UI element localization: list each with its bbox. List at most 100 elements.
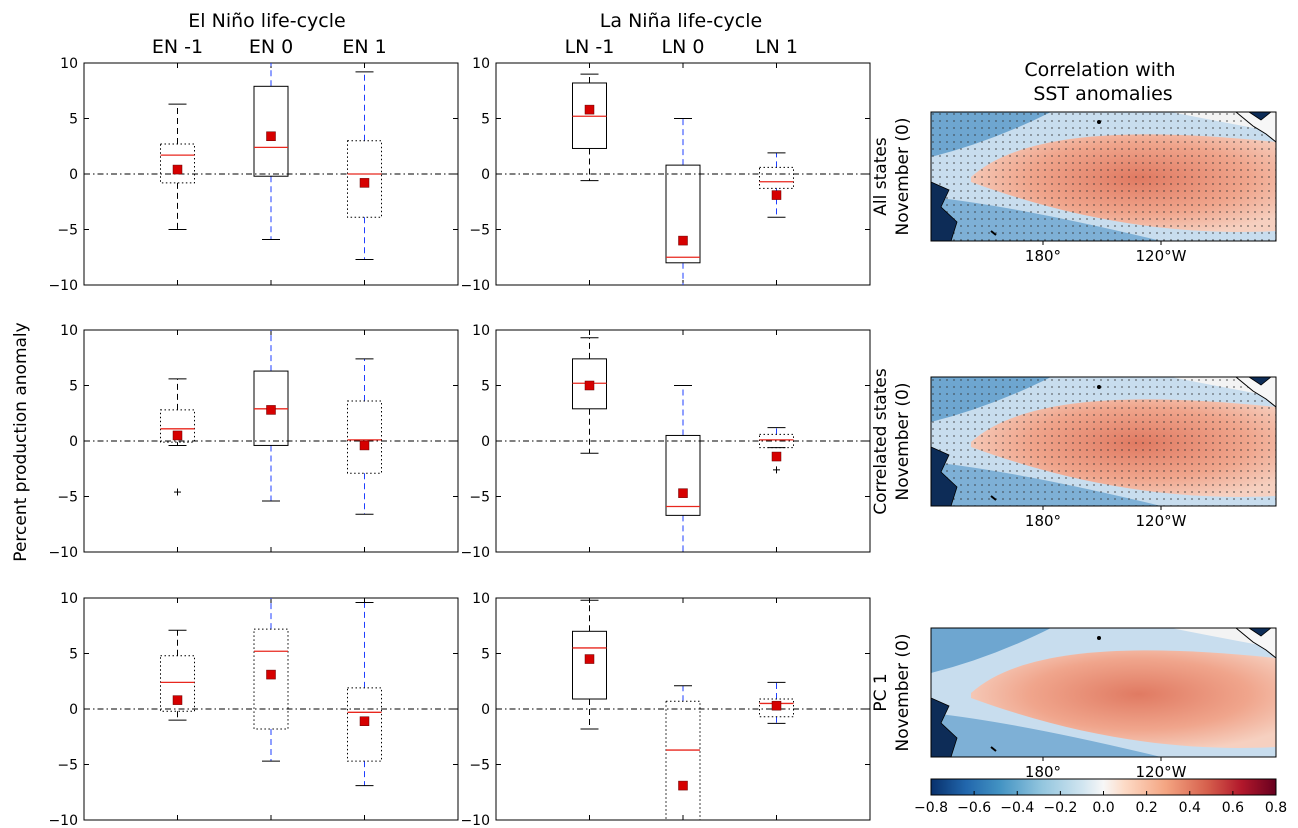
- map-x-tick-label: 120°W: [1136, 247, 1187, 265]
- y-tick-label: 0: [69, 434, 78, 450]
- box-rect: [348, 401, 382, 473]
- map-x-tick-label: 180°: [1025, 763, 1061, 781]
- category-label: EN 1: [342, 36, 386, 58]
- map-x-tick-label: 180°: [1025, 247, 1061, 265]
- boxplot-panel: 10 5 0 −5 −10: [460, 323, 870, 561]
- boxplot-panel: 10 5 0 −5 −10 EN -1 EN 0 EN 1: [48, 36, 458, 294]
- map-x-tick-label: 120°W: [1136, 763, 1187, 781]
- category-label: EN -1: [152, 36, 203, 58]
- boxplot-panels: 10 5 0 −5 −10 EN -1 EN 0 EN 1 10 5 0 −5 −10 LN -1 LN 0…: [48, 36, 870, 828]
- sst-map: 180° 120°W All states November (0): [871, 112, 1276, 265]
- box-rect: [254, 86, 288, 176]
- flier-marker: [174, 489, 181, 496]
- mean-marker: [360, 717, 369, 726]
- mean-marker: [267, 405, 276, 414]
- map-title: Correlation with SST anomalies: [1024, 59, 1181, 105]
- colorbar-tick-label: 0.0: [1092, 800, 1114, 816]
- mean-marker: [267, 132, 276, 141]
- boxplot-panel: 10 5 0 −5 −10: [460, 591, 870, 828]
- box-rect: [161, 144, 195, 183]
- colorbar-tick-label: −0.4: [1000, 800, 1034, 816]
- box: [348, 330, 382, 552]
- map-title-line-1: Correlation with: [1024, 59, 1175, 81]
- mean-marker: [585, 105, 594, 114]
- mean-marker: [772, 191, 781, 200]
- colorbar-tick-label: −0.2: [1043, 800, 1077, 816]
- category-label: LN -1: [565, 36, 615, 58]
- category-label: EN 0: [249, 36, 293, 58]
- island: [1097, 120, 1101, 124]
- map-x-tick-label: 180°: [1025, 512, 1061, 530]
- y-tick-label: −5: [469, 490, 490, 506]
- mean-marker: [585, 381, 594, 390]
- y-tick-label: 10: [472, 591, 490, 607]
- y-tick-label: −10: [48, 545, 78, 561]
- mean-marker: [360, 441, 369, 450]
- box-rect: [666, 165, 700, 263]
- y-tick-label: 5: [481, 112, 490, 128]
- box: EN 0: [249, 36, 293, 285]
- mean-marker: [267, 670, 276, 679]
- y-tick-label: 10: [60, 591, 78, 607]
- y-tick-label: −5: [469, 758, 490, 774]
- row-label-sub: November (0): [893, 118, 913, 236]
- sst-map: 180° 120°W PC 1 November (0): [871, 628, 1276, 781]
- box: LN -1: [565, 36, 615, 285]
- box: EN -1: [152, 36, 203, 285]
- mean-marker: [585, 655, 594, 664]
- box: LN 1: [755, 36, 798, 285]
- box: [760, 598, 794, 820]
- colorbar-tick-label: 0.2: [1135, 800, 1157, 816]
- y-tick-label: 0: [69, 167, 78, 183]
- category-label: LN 1: [755, 36, 798, 58]
- y-tick-label: 5: [69, 379, 78, 395]
- box: EN 1: [342, 36, 386, 285]
- mean-marker: [679, 489, 688, 498]
- boxplot-panel: 1050−5−10LN -1 LN 0 LN 1: [460, 36, 870, 294]
- y-tick-label: −10: [460, 278, 490, 294]
- mean-marker: [173, 431, 182, 440]
- significance-stippling: [931, 377, 1276, 506]
- boxplot-panel: 10 5 0 −5 −10: [48, 591, 458, 828]
- row-label: Correlated states: [871, 368, 891, 515]
- map-x-tick-label: 120°W: [1136, 512, 1187, 530]
- y-tick-label: 5: [69, 112, 78, 128]
- mean-marker: [772, 701, 781, 710]
- y-tick-label: 0: [481, 702, 490, 718]
- island: [1097, 636, 1101, 640]
- la-nina-column-title: La Niña life-cycle: [600, 10, 762, 32]
- y-tick-label: 10: [60, 323, 78, 339]
- mean-marker: [173, 165, 182, 174]
- box-rect: [760, 167, 794, 188]
- y-tick-label: −10: [48, 813, 78, 828]
- y-tick-label: 5: [481, 379, 490, 395]
- colorbar-tick-label: −0.6: [957, 800, 991, 816]
- y-tick-label: −5: [57, 490, 78, 506]
- y-tick-label: 10: [60, 56, 78, 72]
- y-tick-label: 5: [69, 647, 78, 663]
- colorbar: −0.8 −0.6 −0.4 −0.2 0.0 0.2 0.4 0.6 0.8: [914, 779, 1287, 816]
- map-title-line-2: SST anomalies: [1033, 83, 1172, 105]
- significance-stippling: [931, 112, 1276, 241]
- y-tick-label: −5: [469, 223, 490, 239]
- colorbar-tick-label: −0.8: [914, 800, 948, 816]
- mean-marker: [772, 452, 781, 461]
- row-label-sub: November (0): [893, 383, 913, 501]
- row-label: PC 1: [871, 673, 891, 711]
- y-tick-label: 10: [472, 323, 490, 339]
- row-label: All states: [871, 137, 891, 216]
- y-tick-label: 0: [481, 167, 490, 183]
- box-rect: [666, 701, 700, 820]
- box: LN 0: [662, 36, 705, 285]
- y-axis-label: Percent production anomaly: [11, 322, 31, 561]
- y-tick-label: −5: [57, 223, 78, 239]
- box-rect: [573, 631, 607, 699]
- colorbar-tick-label: 0.6: [1222, 800, 1244, 816]
- row-label-sub: November (0): [893, 634, 913, 752]
- el-nino-column-title: El Niño life-cycle: [188, 10, 345, 32]
- y-tick-label: 0: [69, 702, 78, 718]
- y-tick-label: 0: [481, 434, 490, 450]
- flier-marker: [773, 466, 780, 473]
- category-label: LN 0: [662, 36, 705, 58]
